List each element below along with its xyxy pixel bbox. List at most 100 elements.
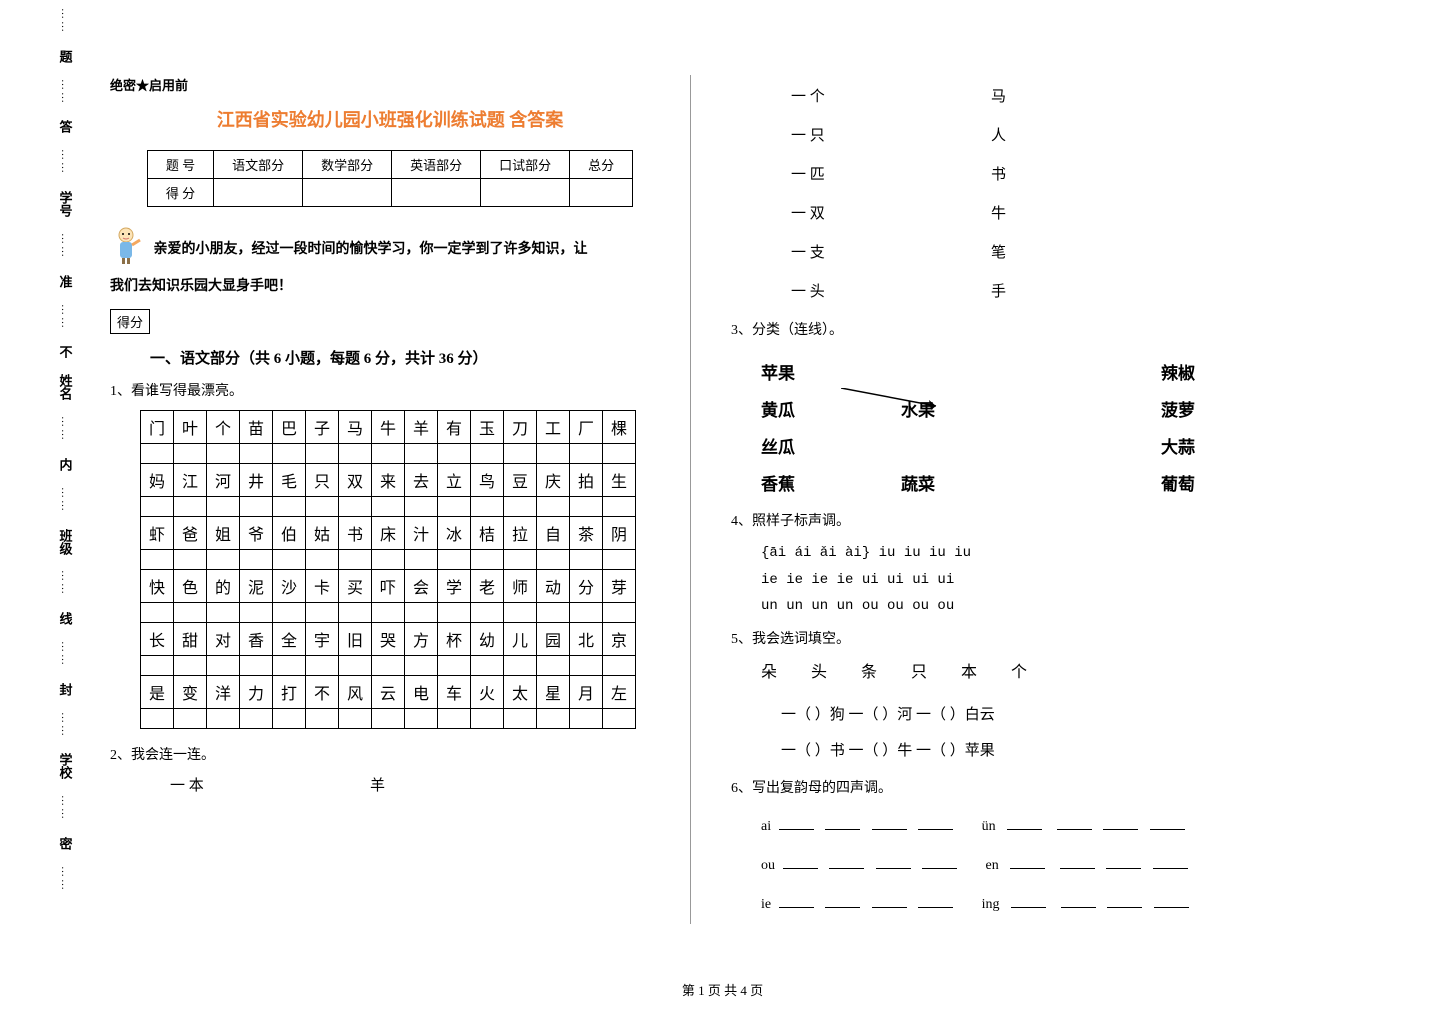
empty-cell: [240, 497, 273, 517]
char-cell: 长: [141, 623, 174, 656]
fill-options: 朵 头 条 只 本 个: [761, 658, 1290, 682]
char-cell: 力: [240, 676, 273, 709]
char-cell: 羊: [405, 411, 438, 444]
header-cell: 语文部分: [214, 151, 303, 179]
left-column: 绝密★启用前 江西省实验幼儿园小班强化训练试题 含答案 题 号 语文部分 数学部…: [110, 75, 690, 924]
char-cell: 虾: [141, 517, 174, 550]
char-cell: 书: [339, 517, 372, 550]
empty-row: [141, 603, 636, 623]
empty-cell: [504, 656, 537, 676]
empty-cell: [438, 444, 471, 464]
char-cell: 快: [141, 570, 174, 603]
char-cell: 阴: [603, 517, 636, 550]
table-row: 虾爸姐爷伯姑书床汁冰桔拉自茶阴: [141, 517, 636, 550]
empty-cell: [570, 603, 603, 623]
empty-cell: [471, 444, 504, 464]
empty-cell: [471, 603, 504, 623]
side-label: 线: [56, 612, 75, 625]
empty-cell: [207, 603, 240, 623]
char-cell: 汁: [405, 517, 438, 550]
char-cell: 芽: [603, 570, 636, 603]
char-cell: 沙: [273, 570, 306, 603]
empty-cell: [339, 656, 372, 676]
char-cell: 厂: [570, 411, 603, 444]
match-right: 羊: [370, 774, 470, 795]
empty-cell: [471, 709, 504, 729]
tone-line: {āi ái ǎi ài} iu iu iu iu: [761, 540, 1290, 567]
match-right: 牛: [991, 202, 1091, 223]
char-cell: 牛: [372, 411, 405, 444]
empty-cell: [405, 656, 438, 676]
question-4: 4、照样子标声调。: [731, 510, 1290, 530]
empty-cell: [240, 550, 273, 570]
char-cell: 哭: [372, 623, 405, 656]
char-cell: 泥: [240, 570, 273, 603]
empty-cell: [504, 603, 537, 623]
question-2: 2、我会连一连。: [110, 744, 670, 764]
tone-fill-block: ai ün ou en ie ing: [761, 807, 1290, 925]
empty-cell: [273, 603, 306, 623]
char-cell: 双: [339, 464, 372, 497]
tone-line: un un un un ou ou ou ou: [761, 593, 1290, 620]
binding-edge-labels: …… 题 …… 答 …… 学号 …… 准 …… 不 姓名 …… 内 …… 班级 …: [35, 0, 95, 900]
empty-cell: [306, 497, 339, 517]
dots: ……: [59, 149, 71, 175]
char-cell: 幼: [471, 623, 504, 656]
side-label: 内: [56, 458, 75, 471]
side-label: 准: [56, 275, 75, 288]
empty-cell: [339, 444, 372, 464]
empty-cell: [339, 709, 372, 729]
empty-cell: [504, 709, 537, 729]
side-label: 题: [56, 50, 75, 63]
empty-cell: [141, 497, 174, 517]
child-icon: [110, 225, 146, 274]
match-row: 一 头手: [791, 280, 1290, 301]
side-label: 姓名: [56, 374, 75, 400]
match-left: 一 支: [791, 241, 991, 262]
match-row: 一 个马: [791, 85, 1290, 106]
char-cell: 妈: [141, 464, 174, 497]
char-cell: 马: [339, 411, 372, 444]
empty-cell: [339, 550, 372, 570]
char-cell: 冰: [438, 517, 471, 550]
char-cell: 吓: [372, 570, 405, 603]
empty-cell: [603, 709, 636, 729]
dots: ……: [59, 795, 71, 821]
header-cell: 数学部分: [303, 151, 392, 179]
empty-cell: [471, 550, 504, 570]
header-cell: 总分: [570, 151, 633, 179]
classify-left: 苹果: [761, 359, 901, 384]
empty-cell: [207, 656, 240, 676]
document-title: 江西省实验幼儿园小班强化训练试题 含答案: [110, 106, 670, 132]
classify-right: 菠萝: [1161, 396, 1241, 421]
empty-cell: [240, 656, 273, 676]
char-cell: 香: [240, 623, 273, 656]
empty-row: [141, 709, 636, 729]
empty-cell: [537, 550, 570, 570]
empty-cell: [339, 603, 372, 623]
char-cell: 的: [207, 570, 240, 603]
classify-mid: 蔬菜: [901, 470, 1161, 495]
table-row: 长甜对香全宇旧哭方杯幼儿园北京: [141, 623, 636, 656]
intro-line1: 亲爱的小朋友，经过一段时间的愉快学习，你一定学到了许多知识，让: [154, 242, 588, 257]
char-cell: 玉: [471, 411, 504, 444]
tone-fill-row: ie ing: [761, 885, 1290, 924]
empty-row: [141, 550, 636, 570]
empty-cell: [471, 656, 504, 676]
char-cell: 宇: [306, 623, 339, 656]
char-cell: 茶: [570, 517, 603, 550]
empty-cell: [372, 709, 405, 729]
char-cell: 姑: [306, 517, 339, 550]
dots: ……: [59, 416, 71, 442]
fill-line: 一（ ）狗 一（ ）河 一（ ）白云: [781, 697, 1290, 733]
char-cell: 车: [438, 676, 471, 709]
char-cell: 子: [306, 411, 339, 444]
question-6: 6、写出复韵母的四声调。: [731, 777, 1290, 797]
match-left: 一 个: [791, 85, 991, 106]
match-row: 一 只人: [791, 124, 1290, 145]
dots: ……: [59, 8, 71, 34]
empty-cell: [392, 179, 481, 207]
empty-cell: [438, 603, 471, 623]
table-row: 得 分: [147, 179, 632, 207]
match-left: 一 匹: [791, 163, 991, 184]
